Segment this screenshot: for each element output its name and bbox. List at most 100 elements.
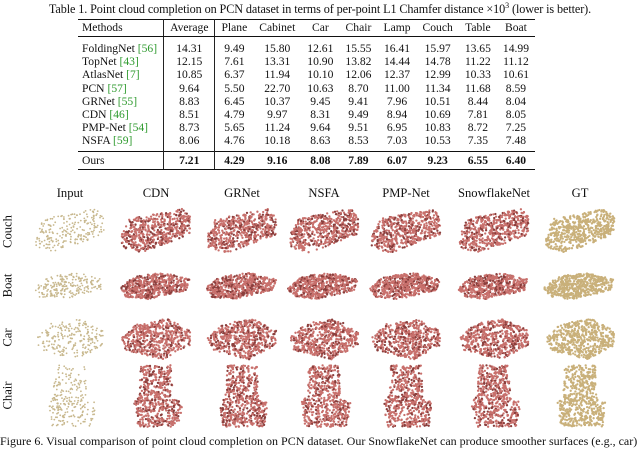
point	[141, 226, 144, 229]
point	[132, 287, 135, 291]
point	[403, 214, 406, 218]
point	[152, 292, 155, 295]
point	[308, 243, 311, 247]
point	[413, 237, 416, 240]
point	[155, 234, 158, 237]
point	[168, 239, 172, 243]
citation-link[interactable]: [56]	[137, 42, 158, 55]
point	[136, 279, 139, 283]
point	[46, 238, 49, 240]
point	[373, 235, 376, 238]
point	[518, 235, 521, 239]
point	[473, 241, 476, 244]
point	[243, 230, 247, 234]
point	[422, 226, 426, 229]
method-name: PCN	[82, 81, 105, 95]
point	[425, 221, 428, 225]
point	[224, 250, 227, 253]
point	[587, 224, 590, 228]
point	[57, 215, 60, 218]
point	[513, 223, 517, 227]
point	[611, 217, 614, 221]
header-lamp: Lamp	[377, 19, 417, 37]
point	[129, 244, 133, 248]
point	[40, 223, 43, 225]
point	[86, 278, 88, 281]
citation-link[interactable]: [54]	[128, 121, 149, 135]
point	[38, 227, 41, 230]
method-cell: TopNet [43]	[78, 55, 165, 69]
point	[150, 217, 153, 221]
citation-link[interactable]: [59]	[113, 134, 133, 148]
point	[312, 243, 315, 246]
point	[58, 284, 61, 286]
point	[523, 226, 526, 229]
point	[217, 249, 220, 252]
point	[179, 216, 183, 219]
point	[422, 238, 426, 241]
point	[172, 224, 176, 227]
point	[337, 217, 340, 220]
point	[77, 278, 80, 280]
point	[237, 219, 241, 223]
point	[231, 215, 234, 219]
point	[166, 274, 169, 277]
point	[382, 221, 386, 224]
point	[386, 245, 389, 248]
point	[256, 277, 259, 281]
point	[132, 233, 136, 236]
value-cell: 8.63	[310, 134, 331, 148]
point	[38, 296, 41, 298]
point	[125, 236, 129, 240]
point	[251, 229, 255, 232]
point	[569, 233, 572, 236]
point	[488, 231, 491, 234]
point	[329, 289, 332, 292]
point	[302, 291, 306, 295]
point	[68, 217, 71, 220]
point	[172, 228, 175, 231]
point	[249, 286, 252, 290]
point	[553, 217, 556, 221]
point	[245, 239, 248, 242]
point	[567, 227, 570, 230]
point	[273, 233, 276, 236]
point	[53, 284, 56, 287]
point-cloud-thumbnail	[116, 262, 196, 310]
point	[408, 235, 411, 238]
citation-link[interactable]: [55]	[117, 94, 138, 108]
point	[235, 295, 239, 298]
citation-link[interactable]: [7]	[126, 68, 140, 82]
value-cell: 9.51	[348, 121, 369, 135]
point	[50, 249, 52, 252]
point	[550, 245, 553, 248]
citation-link[interactable]: [57]	[107, 81, 127, 95]
point	[327, 244, 330, 247]
point	[289, 241, 292, 244]
point	[557, 249, 561, 252]
point	[384, 244, 387, 248]
point	[247, 237, 251, 240]
point	[159, 272, 162, 276]
point	[483, 223, 486, 226]
point	[145, 242, 148, 245]
point	[547, 246, 550, 249]
point	[234, 292, 237, 295]
point	[594, 220, 597, 223]
point	[482, 226, 485, 230]
citation-link[interactable]: [46]	[109, 108, 129, 122]
citation-link[interactable]: [43]	[119, 55, 139, 69]
point	[317, 215, 321, 219]
point	[259, 285, 262, 288]
point	[181, 224, 184, 228]
point	[313, 240, 316, 243]
point	[241, 284, 244, 287]
point	[516, 217, 520, 221]
point	[86, 238, 89, 241]
point	[524, 215, 527, 218]
header-methods: Methods	[78, 19, 165, 37]
point	[83, 287, 86, 289]
point	[151, 244, 155, 248]
point	[408, 227, 412, 230]
point	[146, 278, 150, 281]
